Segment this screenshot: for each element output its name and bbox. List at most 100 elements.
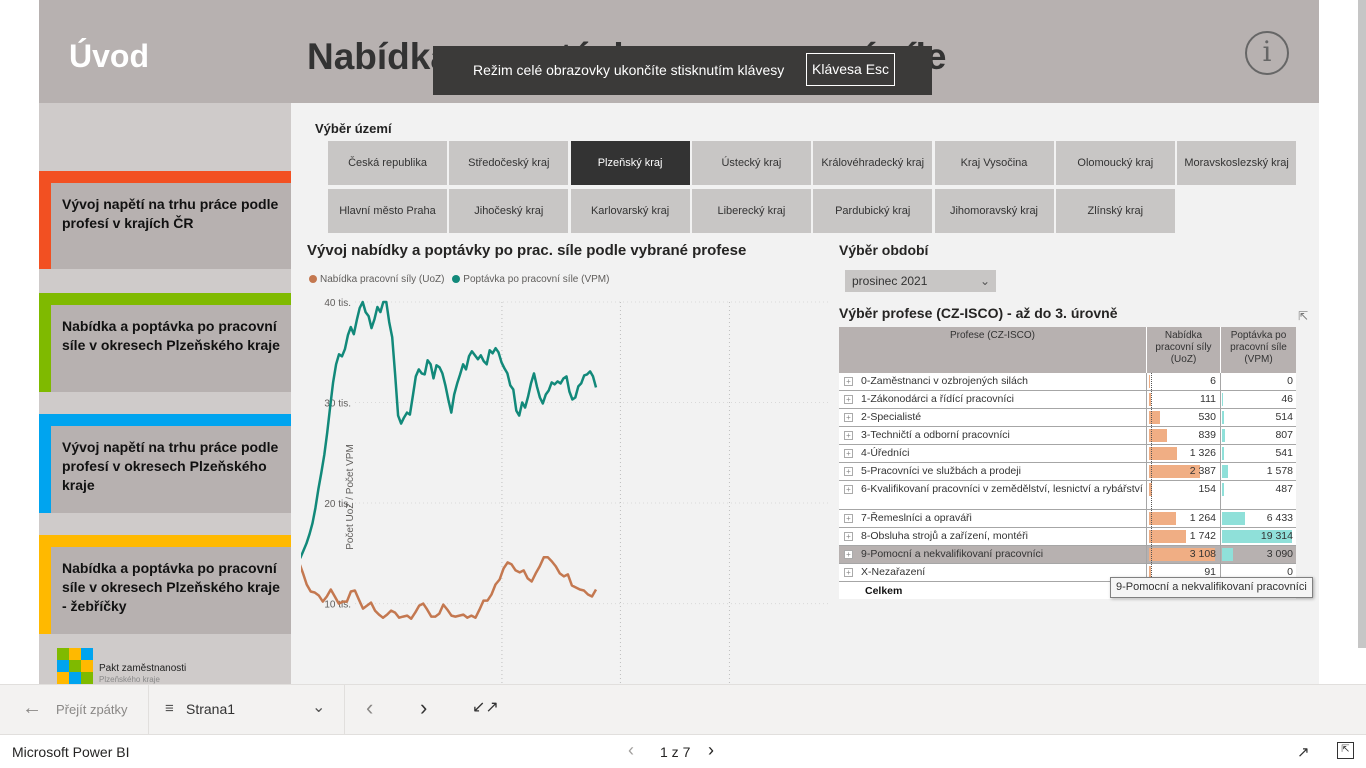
- table-header: Profese (CZ-ISCO) Nabídka pracovní síly …: [839, 327, 1296, 373]
- profession-name: 1-Zákonodárci a řídící pracovníci: [861, 393, 1014, 405]
- table-row[interactable]: +8-Obsluha strojů a zařízení, montéři 1 7…: [839, 528, 1296, 546]
- territory-tile[interactable]: Středočeský kraj: [449, 141, 569, 185]
- territory-tile[interactable]: Jihomoravský kraj: [934, 189, 1054, 233]
- vpm-bar: [1222, 393, 1223, 406]
- vpm-value: 46: [1281, 393, 1293, 405]
- expand-row-icon[interactable]: +: [844, 550, 853, 559]
- nav-card-accent-side: [39, 535, 51, 634]
- territory-tile[interactable]: Liberecký kraj: [691, 189, 811, 233]
- info-icon[interactable]: i: [1245, 31, 1289, 75]
- table-row[interactable]: + X-Nezařazení 91 0: [839, 564, 1296, 582]
- chart-title: Vývoj nabídky a poptávky po prac. síle p…: [307, 242, 747, 259]
- table-row[interactable]: +4-Úředníci 1 326 541: [839, 445, 1296, 463]
- table-row[interactable]: +5-Pracovníci ve službách a prodeji 2 387…: [839, 463, 1296, 481]
- series-line-vpm[interactable]: [301, 300, 598, 676]
- territory-tile[interactable]: Olomoucký kraj: [1055, 141, 1175, 185]
- line-chart[interactable]: 10 tis. 20 tis. 30 tis. 40 tis. Počet UoZ / …: [301, 290, 831, 684]
- territory-tile[interactable]: Jihočeský kraj: [449, 189, 569, 233]
- vpm-bar: [1222, 530, 1292, 543]
- bar-axis: [1151, 409, 1152, 426]
- uoz-value: 6: [1210, 375, 1216, 387]
- expand-row-icon[interactable]: +: [844, 377, 853, 386]
- table-row[interactable]: +0-Zaměstnanci v ozbrojených silách 6 0: [839, 373, 1296, 391]
- profession-name: X-Nezařazení: [861, 566, 926, 578]
- vertical-scrollbar[interactable]: [1358, 0, 1366, 648]
- territory-tile[interactable]: Zlínský kraj: [1055, 189, 1175, 233]
- share-icon[interactable]: ↗: [1297, 744, 1310, 761]
- table-row[interactable]: +3-Techničtí a odborní pracovníci 839 807: [839, 427, 1296, 445]
- previous-page-icon[interactable]: ‹: [366, 695, 374, 720]
- col-header-profese[interactable]: Profese (CZ-ISCO): [949, 330, 1035, 341]
- territory-tile[interactable]: Hlavní město Praha: [328, 189, 447, 233]
- expand-row-icon[interactable]: +: [844, 431, 853, 440]
- back-button[interactable]: Přejít zpátky: [56, 702, 128, 717]
- fullscreen-message: Režim celé obrazovky ukončíte stisknutím…: [473, 62, 785, 78]
- expand-row-icon[interactable]: +: [844, 532, 853, 541]
- territory-tile[interactable]: Kraj Vysočina: [934, 141, 1054, 185]
- expand-row-icon[interactable]: +: [844, 485, 853, 494]
- territory-tile[interactable]: Česká republika: [328, 141, 447, 185]
- expand-row-icon[interactable]: +: [844, 514, 853, 523]
- uoz-cell: 3 108: [1146, 546, 1219, 563]
- fullscreen-icon[interactable]: ⇱: [1337, 742, 1354, 759]
- table-row[interactable]: +9-Pomocní a nekvalifikovaní pracovníci 3…: [839, 546, 1296, 564]
- col-header-vpm[interactable]: Poptávka po pracovní síle (VPM): [1220, 327, 1296, 373]
- expand-row-icon[interactable]: +: [844, 449, 853, 458]
- nav-card-okresy[interactable]: Nabídka a poptávka po pracovní síle v ok…: [39, 293, 291, 392]
- total-label: Celkem: [865, 585, 903, 597]
- expand-row-icon[interactable]: +: [844, 395, 853, 404]
- uoz-value: 1 264: [1189, 512, 1216, 524]
- exit-fullscreen-icon[interactable]: ↙↗: [472, 699, 499, 716]
- territory-tile[interactable]: Karlovarský kraj: [570, 189, 690, 233]
- bottom-navigation: ← Přejít zpátky ≡ Strana1 ⌄ ‹ › ↙↗: [0, 684, 1366, 735]
- intro-button[interactable]: Úvod: [69, 38, 149, 74]
- expand-row-icon[interactable]: +: [844, 413, 853, 422]
- table-row[interactable]: +7-Řemeslníci a opraváři 1 264 6 433: [839, 510, 1296, 528]
- expand-row-icon[interactable]: +: [844, 467, 853, 476]
- chevron-down-icon[interactable]: ⌄: [312, 699, 326, 716]
- table-row[interactable]: +6-Kvalifikovaní pracovníci v zemědělstv…: [839, 481, 1296, 510]
- uoz-bar: [1149, 530, 1186, 543]
- status-bar: Microsoft Power BI ‹ 1 z 7 › ↗ ⇱: [0, 734, 1366, 768]
- territory-tile[interactable]: Královéhradecký kraj: [813, 141, 933, 185]
- nav-card-box: [51, 183, 291, 269]
- bar-axis: [1151, 463, 1152, 480]
- nav-card-kraje[interactable]: Vývoj napětí na trhu práce podle profesí…: [39, 171, 291, 269]
- profession-matrix: Profese (CZ-ISCO) Nabídka pracovní síly …: [839, 327, 1296, 599]
- uoz-value: 111: [1200, 393, 1216, 405]
- focus-mode-icon[interactable]: ⇱: [1298, 309, 1309, 323]
- chart-legend: Nabídka pracovní síly (UoZ) Poptávka po …: [309, 274, 609, 285]
- tooltip: 9-Pomocní a nekvalifikovaní pracovníci: [1110, 577, 1313, 598]
- arrow-left-icon[interactable]: ←: [22, 697, 42, 719]
- uoz-value: 3 108: [1189, 548, 1216, 560]
- nav-card-napeti-okresy[interactable]: Vývoj napětí na trhu práce podle profesí…: [39, 414, 291, 513]
- territory-tile[interactable]: Ústecký kraj: [691, 141, 811, 185]
- territory-tile[interactable]: Plzeňský kraj: [570, 141, 690, 185]
- bar-axis: [1151, 510, 1152, 527]
- col-header-uoz[interactable]: Nabídka pracovní síly (UoZ): [1146, 327, 1220, 373]
- nav-card-label: Nabídka a poptávka po pracovní síle v ok…: [62, 560, 280, 614]
- period-dropdown[interactable]: prosinec 2021 ⌄: [845, 270, 996, 292]
- pager-prev-icon[interactable]: ‹: [628, 740, 634, 760]
- series-line-uoz[interactable]: [301, 433, 598, 620]
- logo-line1: Pakt zaměstnanosti: [99, 663, 187, 674]
- pager-next-icon[interactable]: ›: [708, 740, 714, 760]
- vpm-bar: [1222, 548, 1234, 561]
- pager-text: 1 z 7: [660, 744, 691, 760]
- page-selector[interactable]: Strana1: [186, 701, 236, 717]
- table-row[interactable]: +1-Zákonodárci a řídící pracovníci 111 46: [839, 391, 1296, 409]
- bar-axis: [1151, 546, 1152, 563]
- nav-card-zebricky[interactable]: Nabídka a poptávka po pracovní síle v ok…: [39, 535, 291, 634]
- uoz-cell: 6: [1146, 373, 1219, 390]
- territory-tile[interactable]: Pardubický kraj: [813, 189, 933, 233]
- vpm-value: 6 433: [1266, 512, 1293, 524]
- divider: [148, 685, 149, 735]
- next-page-icon[interactable]: ›: [420, 695, 428, 720]
- territory-tile[interactable]: Moravskoslezský kraj: [1177, 141, 1297, 185]
- uoz-value: 2 387: [1189, 465, 1216, 477]
- uoz-bar: [1149, 375, 1150, 388]
- table-row[interactable]: +2-Specialisté 530 514: [839, 409, 1296, 427]
- vpm-value: 19 314: [1260, 530, 1293, 542]
- expand-row-icon[interactable]: +: [844, 568, 853, 577]
- uoz-value: 154: [1198, 483, 1216, 495]
